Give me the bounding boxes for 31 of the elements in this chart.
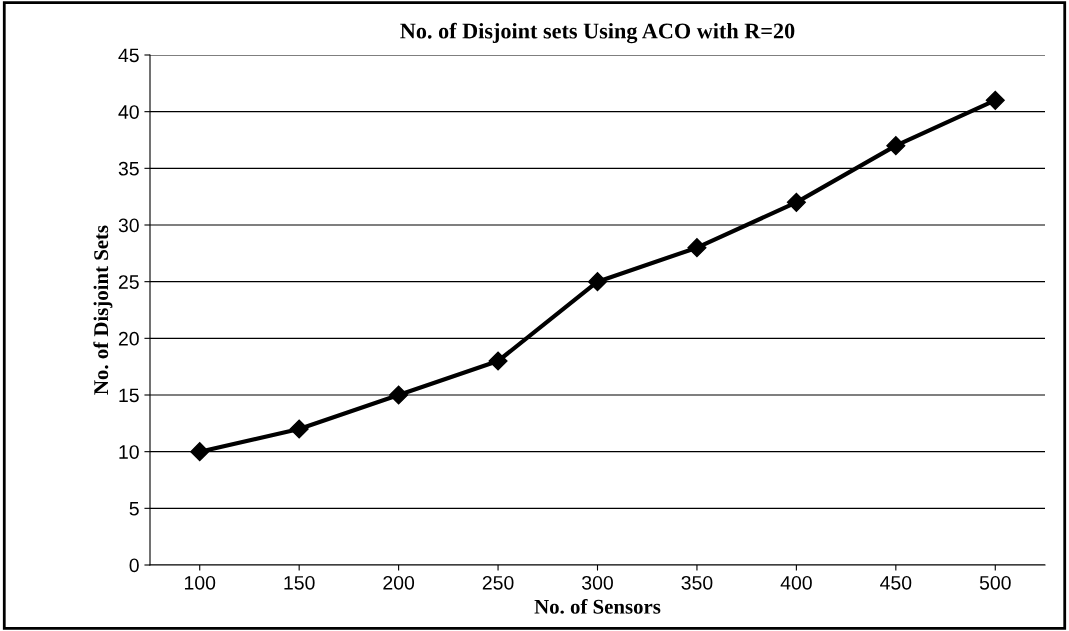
point xyxy=(985,90,1005,110)
y-tick-label: 30 xyxy=(118,218,139,233)
y-tick-label: 0 xyxy=(129,558,139,573)
x-axis-title: No. of Sensors xyxy=(534,598,661,614)
point xyxy=(687,238,707,258)
point xyxy=(886,136,906,156)
chart-title: No. of Disjoint sets Using ACO with R=20 xyxy=(400,22,795,44)
x-tick-label: 350 xyxy=(681,575,713,590)
y-tick-label: 40 xyxy=(118,105,139,119)
x-tick-label: 250 xyxy=(482,575,514,590)
point xyxy=(786,192,806,212)
y-tick-label: 45 xyxy=(118,48,139,63)
x-tick-label: 150 xyxy=(284,575,315,590)
point xyxy=(488,351,508,371)
x-tick-label: 400 xyxy=(780,575,812,590)
y-axis-title: No. of Disjoint Sets xyxy=(93,225,113,395)
y-tick-label: 35 xyxy=(118,161,139,176)
y-tick-label: 20 xyxy=(118,331,139,346)
x-tick-label: 100 xyxy=(184,575,216,590)
x-tick-label: 300 xyxy=(582,575,613,590)
point xyxy=(190,442,210,462)
y-tick-label: 25 xyxy=(118,275,139,289)
y-tick-label: 15 xyxy=(119,388,139,403)
y-tick-label: 5 xyxy=(129,502,139,516)
point xyxy=(289,419,309,439)
x-tick-label: 200 xyxy=(383,575,415,590)
x-tick-label: 500 xyxy=(979,575,1011,590)
y-tick-label: 10 xyxy=(119,445,139,459)
x-tick-label: 450 xyxy=(880,575,912,590)
point xyxy=(587,272,608,292)
point xyxy=(389,385,409,405)
